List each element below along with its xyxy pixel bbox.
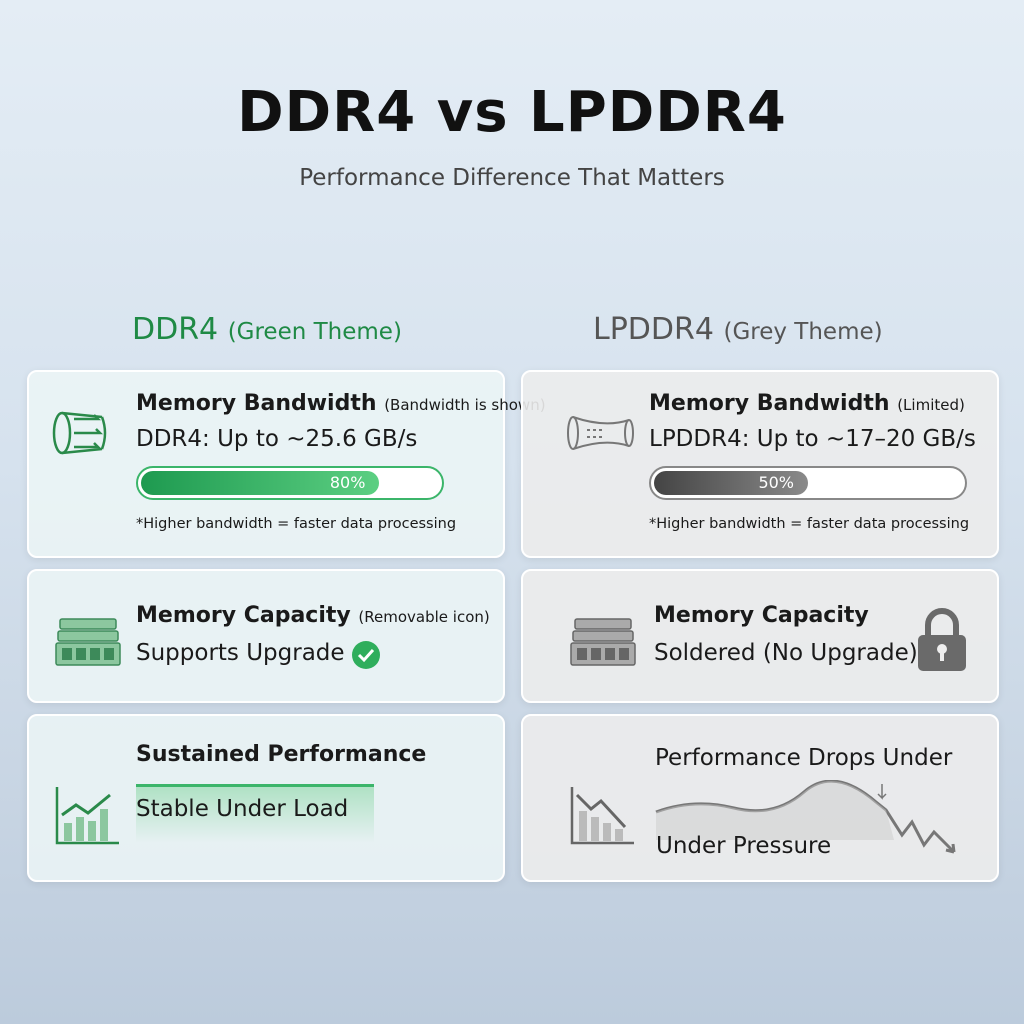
card-title: Memory Capacity (Removable icon) [136,603,490,628]
card [521,370,999,558]
note: (Removable icon) [358,608,490,626]
footnote: *Higher bandwidth = faster data processi… [649,516,970,532]
card-title: Performance Drops Under [655,745,953,771]
progress-label: 80% [329,473,366,492]
title-text: Memory Bandwidth [136,391,377,416]
footnote: *Higher bandwidth = faster data processi… [136,516,457,532]
subtitle: Performance Difference That Matters [299,165,725,191]
note: (Limited) [897,396,965,414]
column-heading: DDR4 (Green Theme) [132,312,402,347]
highlight [136,784,374,843]
drop-graph [655,780,956,854]
title-text: Memory Bandwidth [649,391,890,416]
card-value: DDR4: Up to ~25.6 GB/s [136,426,418,452]
card [27,370,505,558]
card-title: Memory Capacity [654,603,869,628]
bandwidth-icon [567,416,634,450]
progress-track: 50% [649,466,967,500]
chart-down-icon [570,787,634,845]
card-value: Under Pressure [656,833,832,859]
card-title: Memory Bandwidth (Limited) [649,391,965,416]
card-value: Soldered (No Upgrade) [654,640,918,666]
column-theme: (Grey Theme) [723,319,883,345]
title: DDR4 vs LPDDR4 [237,80,787,145]
check-icon [352,641,380,669]
chart-up-icon [55,787,119,845]
title-text: Memory Capacity [136,603,351,628]
ram-icon [55,618,121,666]
note: (Bandwidth is shown) [384,396,546,414]
card-title: Sustained Performance [136,742,427,767]
column-theme: (Green Theme) [227,319,402,345]
progress-fill [141,471,380,495]
progress-track: 80% [136,466,444,500]
card [521,714,999,882]
progress-fill [654,471,808,495]
lock-icon [918,608,966,671]
column-name: DDR4 [132,312,219,347]
card-title: Memory Bandwidth (Bandwidth is shown) [136,391,546,416]
card-value: Supports Upgrade [136,640,345,666]
card-value: Stable Under Load [136,796,349,822]
column-name: LPDDR4 [593,312,714,347]
column-heading: LPDDR4 (Grey Theme) [593,312,883,347]
progress-label: 50% [758,473,794,492]
bandwidth-icon [52,411,107,455]
card-value: LPDDR4: Up to ~17–20 GB/s [649,426,976,452]
ram-icon [570,618,636,666]
